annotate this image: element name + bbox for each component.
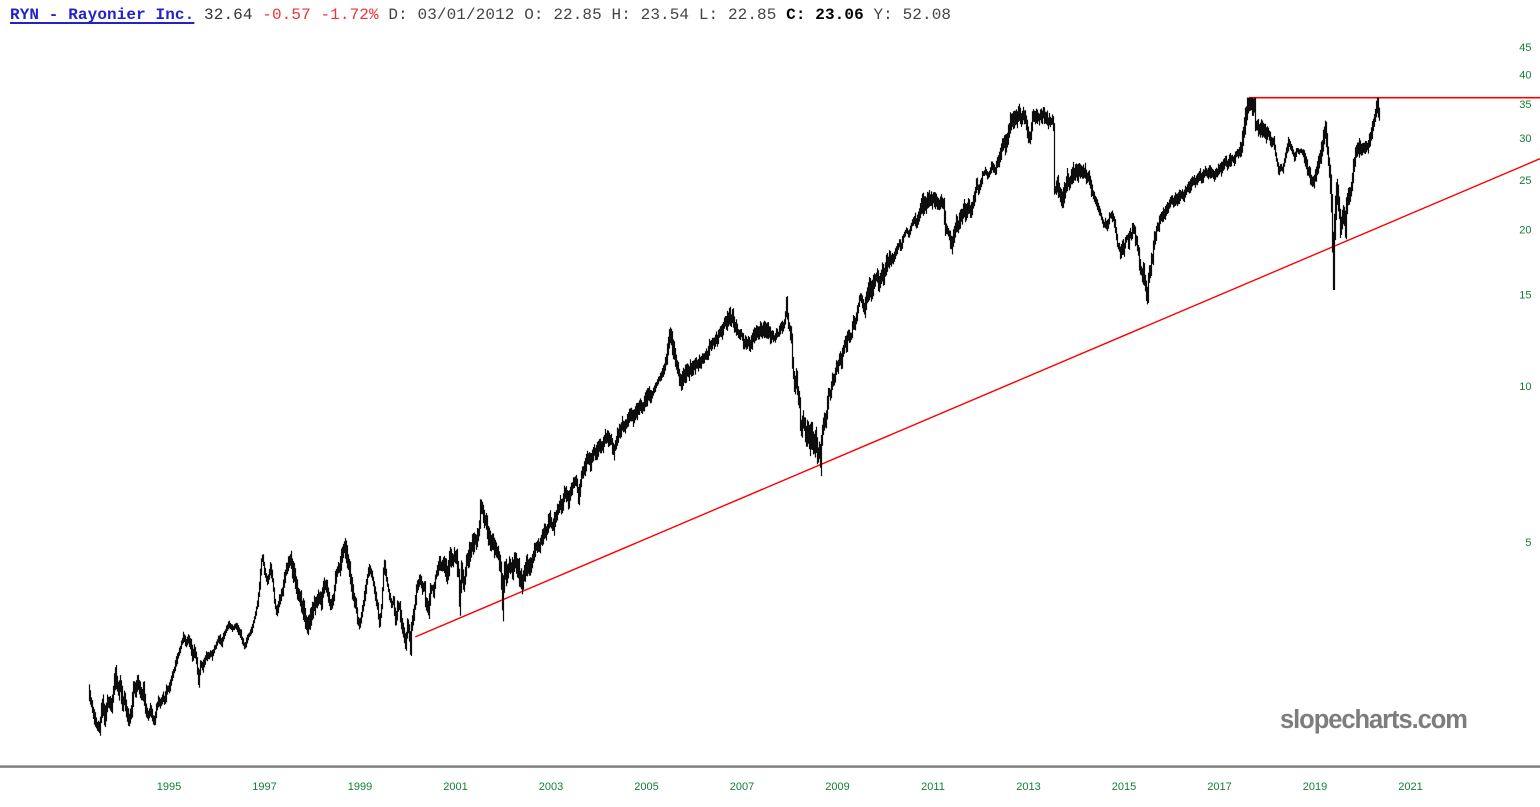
svg-text:2015: 2015	[1112, 781, 1136, 793]
svg-text:45: 45	[1519, 42, 1531, 54]
svg-text:30: 30	[1519, 133, 1531, 145]
svg-text:25: 25	[1519, 175, 1531, 187]
svg-text:1999: 1999	[348, 781, 372, 793]
svg-text:2011: 2011	[921, 781, 945, 793]
svg-text:35: 35	[1519, 99, 1531, 111]
svg-text:1995: 1995	[157, 781, 181, 793]
svg-text:10: 10	[1519, 381, 1531, 393]
svg-text:2013: 2013	[1016, 781, 1040, 793]
svg-text:2019: 2019	[1303, 781, 1327, 793]
svg-text:15: 15	[1519, 289, 1531, 301]
svg-text:5: 5	[1525, 537, 1531, 549]
svg-text:1997: 1997	[252, 781, 276, 793]
svg-text:2017: 2017	[1207, 781, 1231, 793]
svg-text:2001: 2001	[443, 781, 467, 793]
svg-text:2003: 2003	[539, 781, 563, 793]
svg-text:2007: 2007	[730, 781, 754, 793]
svg-text:2009: 2009	[825, 781, 849, 793]
svg-text:20: 20	[1519, 225, 1531, 237]
svg-text:2021: 2021	[1398, 781, 1422, 793]
svg-text:2005: 2005	[634, 781, 658, 793]
svg-text:40: 40	[1519, 69, 1531, 81]
